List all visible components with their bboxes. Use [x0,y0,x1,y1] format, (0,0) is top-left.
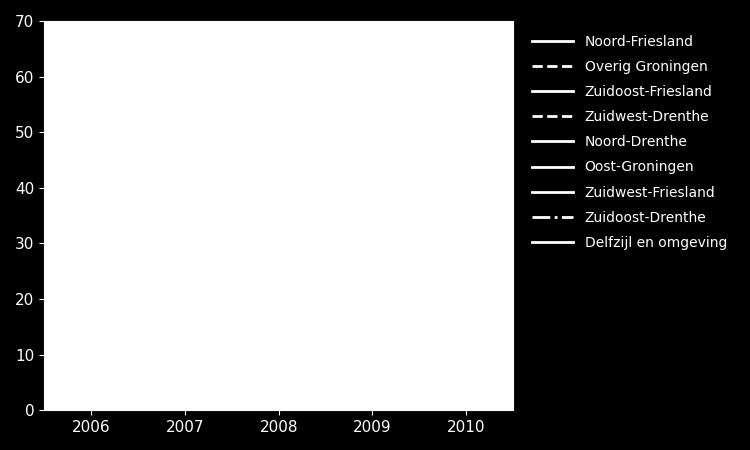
Legend: Noord-Friesland, Overig Groningen, Zuidoost-Friesland, Zuidwest-Drenthe, Noord-D: Noord-Friesland, Overig Groningen, Zuido… [525,28,734,256]
